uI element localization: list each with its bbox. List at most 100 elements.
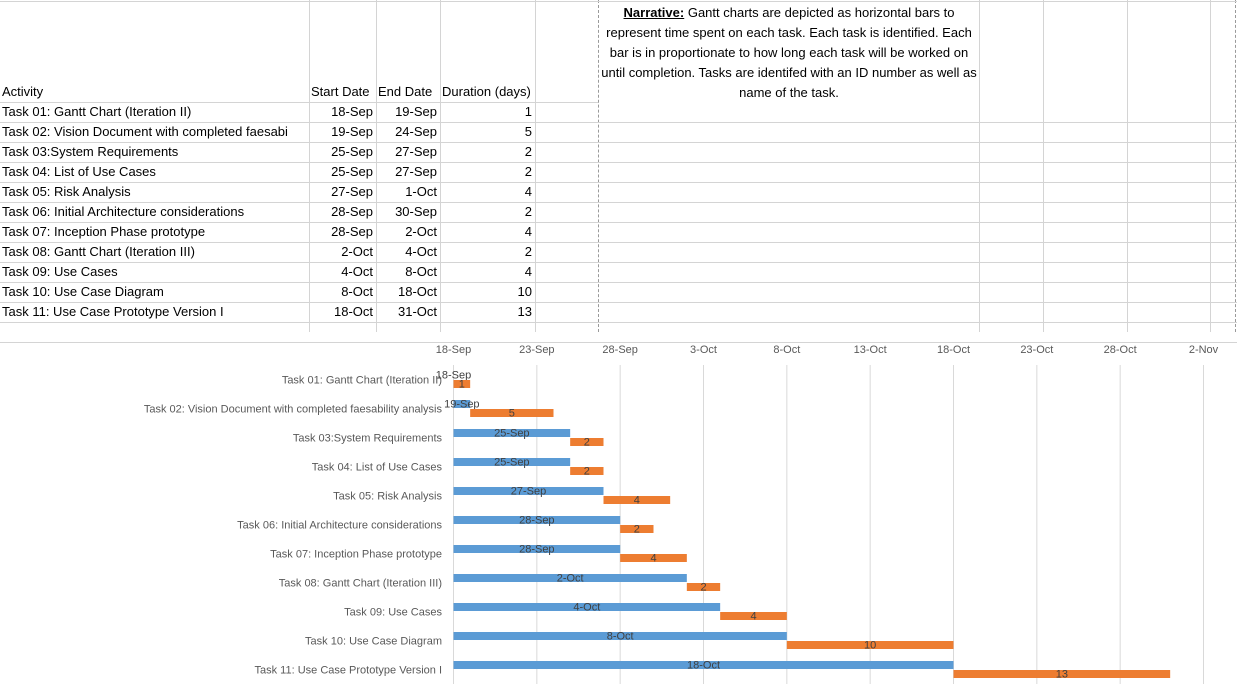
grid-col-line <box>1127 0 1128 332</box>
cell-duration: 2 <box>524 244 532 259</box>
grid-col-line <box>1043 0 1044 332</box>
x-tick-label: 18-Sep <box>436 344 471 356</box>
category-label: Task 05: Risk Analysis <box>333 491 442 503</box>
duration-bar-label: 1 <box>459 379 465 391</box>
narrative-label: Narrative: <box>623 5 685 20</box>
x-tick-label: 28-Sep <box>602 344 637 356</box>
duration-bar <box>786 641 954 649</box>
duration-bar-label: 2 <box>700 582 706 594</box>
cell-activity: Task 04: List of Use Cases <box>2 164 156 179</box>
cell-activity: Task 07: Inception Phase prototype <box>2 224 206 239</box>
cell-activity: Task 09: Use Cases <box>2 264 118 279</box>
cell-duration: 4 <box>524 184 532 199</box>
duration-bar <box>620 525 654 533</box>
cell-end: 4-Oct <box>405 244 437 259</box>
x-tick-label: 8-Oct <box>773 344 800 356</box>
start-bar <box>453 661 954 669</box>
start-bar-label: 8-Oct <box>607 631 634 643</box>
cell-start: 28-Sep <box>331 224 373 239</box>
duration-bar-label: 4 <box>750 611 756 623</box>
cell-duration: 2 <box>524 144 532 159</box>
grid-top-line <box>0 1 1237 2</box>
cell-activity: Task 08: Gantt Chart (Iteration III) <box>2 244 195 259</box>
cell-activity: Task 10: Use Case Diagram <box>2 284 164 299</box>
duration-bar-label: 4 <box>634 495 640 507</box>
duration-bar <box>570 467 604 475</box>
cell-end: 1-Oct <box>405 184 437 199</box>
start-bar-label: 2-Oct <box>557 573 584 585</box>
cell-start: 4-Oct <box>341 264 373 279</box>
narrative-box: Narrative: Gantt charts are depicted as … <box>600 3 978 103</box>
header-end: End Date <box>378 84 433 99</box>
cell-end: 27-Sep <box>395 164 437 179</box>
cell-duration: 4 <box>524 264 532 279</box>
duration-bar-label: 5 <box>509 408 515 420</box>
grid-row-line <box>0 162 1237 163</box>
grid-row-line <box>0 242 1237 243</box>
start-bar <box>453 632 787 640</box>
start-bar-label: 4-Oct <box>573 602 600 614</box>
header-duration: Duration (days) <box>442 84 531 99</box>
start-bar-label: 18-Oct <box>687 660 720 672</box>
duration-bar-label: 2 <box>584 466 590 478</box>
cell-end: 19-Sep <box>395 104 437 119</box>
start-bar <box>453 516 621 524</box>
cell-end: 2-Oct <box>405 224 437 239</box>
cell-start: 27-Sep <box>331 184 373 199</box>
x-tick-label: 13-Oct <box>854 344 887 356</box>
start-bar <box>453 429 571 437</box>
grid-row-line <box>0 322 1237 323</box>
duration-bar <box>720 612 787 620</box>
grid-col-line <box>1210 0 1211 332</box>
grid-row-line <box>0 262 1237 263</box>
cell-activity: Task 03:System Requirements <box>2 144 179 159</box>
cell-end: 27-Sep <box>395 144 437 159</box>
duration-bar-label: 10 <box>864 640 876 652</box>
x-tick-label: 23-Oct <box>1020 344 1053 356</box>
category-label: Task 04: List of Use Cases <box>312 462 443 474</box>
start-bar-label: 25-Sep <box>494 457 529 469</box>
start-bar <box>453 574 687 582</box>
cell-start: 8-Oct <box>341 284 373 299</box>
category-label: Task 07: Inception Phase prototype <box>270 549 442 561</box>
duration-bar <box>953 670 1171 678</box>
start-bar <box>453 603 721 611</box>
cell-duration: 2 <box>524 164 532 179</box>
cell-duration: 10 <box>517 284 532 299</box>
grid-col-line <box>440 0 441 332</box>
grid-row-line <box>0 202 1237 203</box>
grid-col-line <box>376 0 377 332</box>
category-label: Task 03:System Requirements <box>293 433 443 445</box>
duration-bar <box>603 496 671 504</box>
cell-start: 19-Sep <box>331 124 373 139</box>
x-tick-label: 28-Oct <box>1104 344 1137 356</box>
grid-row-line <box>0 122 1237 123</box>
header-activity: Activity <box>2 84 44 99</box>
grid-row-line <box>0 222 1237 223</box>
page-break-line <box>598 0 599 332</box>
category-label: Task 02: Vision Document with completed … <box>144 404 443 416</box>
grid-row-line <box>0 342 1237 343</box>
grid-col-line <box>309 0 310 332</box>
grid-row-line <box>0 282 1237 283</box>
duration-bar <box>570 438 604 446</box>
start-bar <box>453 487 604 495</box>
duration-bar-label: 2 <box>634 524 640 536</box>
header-start: Start Date <box>311 84 370 99</box>
category-label: Task 09: Use Cases <box>344 607 442 619</box>
duration-bar <box>453 380 471 388</box>
grid-row-line <box>0 102 598 103</box>
category-label: Task 08: Gantt Chart (Iteration III) <box>279 578 442 590</box>
cell-start: 25-Sep <box>331 144 373 159</box>
cell-duration: 13 <box>517 304 532 319</box>
duration-bar-label: 4 <box>650 553 656 565</box>
category-label: Task 10: Use Case Diagram <box>305 636 442 648</box>
cell-start: 25-Sep <box>331 164 373 179</box>
x-tick-label: 18-Oct <box>937 344 970 356</box>
cell-activity: Task 01: Gantt Chart (Iteration II) <box>2 104 192 119</box>
duration-bar <box>470 409 554 417</box>
cell-activity: Task 11: Use Case Prototype Version I <box>2 304 224 319</box>
duration-bar-label: 2 <box>584 437 590 449</box>
grid-col-line <box>535 0 536 332</box>
grid-row-line <box>0 142 1237 143</box>
